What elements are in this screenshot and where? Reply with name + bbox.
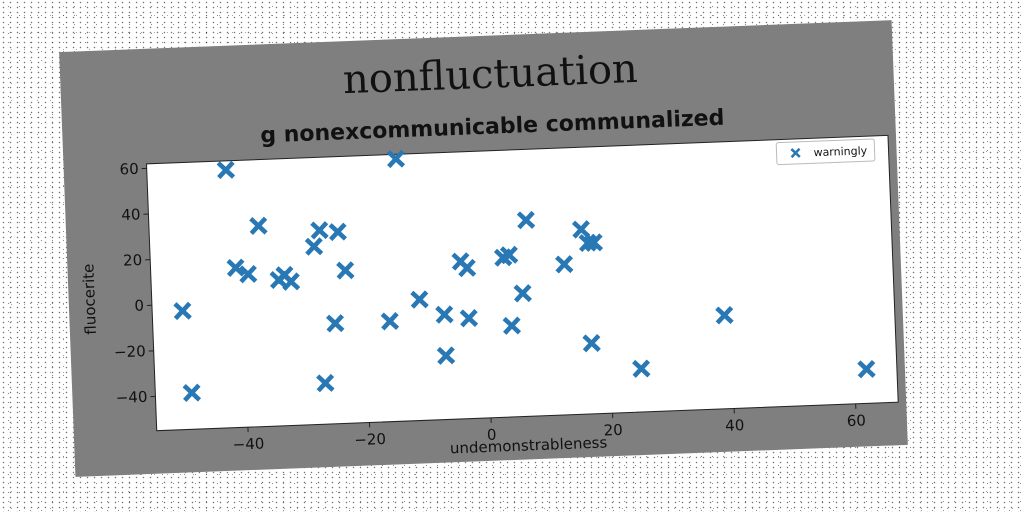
y-tick-label: 40 [121,205,141,224]
chart-title: nonfluctuation [342,46,638,103]
scatter-chart: nonfluctuation g nonexcommunicable commu… [59,20,908,477]
chart-figure: nonfluctuation g nonexcommunicable commu… [59,20,908,477]
legend-label: warningly [813,144,868,159]
x-tick-label: 40 [725,416,745,435]
x-tick-label: −20 [354,430,386,449]
y-tick-label: 0 [134,297,144,315]
y-tick-label: 60 [119,160,139,179]
x-axis-label: undemonstrableness [450,433,608,457]
y-axis-label: fluocerite [79,263,100,335]
y-tick-label: −40 [115,388,147,407]
y-tick-label: 20 [123,251,143,270]
legend: warningly [776,139,875,165]
y-tick-label: −20 [114,342,146,361]
chart-subtitle: g nonexcommunicable communalized [260,106,725,149]
x-tick-label: −40 [232,435,264,454]
plot-area [147,135,899,430]
x-tick-label: 60 [846,411,866,430]
